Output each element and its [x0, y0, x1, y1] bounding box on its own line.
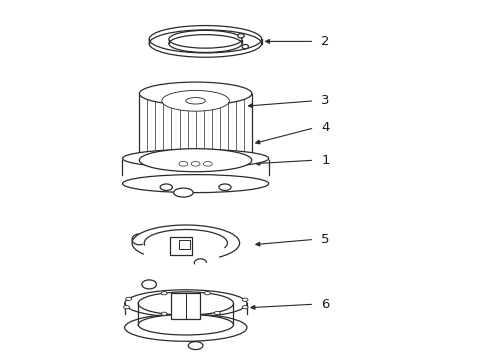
- Ellipse shape: [122, 175, 268, 193]
- Ellipse shape: [123, 306, 129, 309]
- Text: 1: 1: [321, 154, 329, 167]
- Text: 2: 2: [321, 35, 329, 48]
- Ellipse shape: [179, 161, 187, 166]
- Ellipse shape: [242, 298, 247, 301]
- Ellipse shape: [162, 90, 229, 111]
- Ellipse shape: [125, 297, 131, 301]
- Ellipse shape: [188, 342, 203, 350]
- Ellipse shape: [185, 98, 205, 104]
- FancyBboxPatch shape: [169, 237, 192, 255]
- Ellipse shape: [214, 311, 220, 315]
- Ellipse shape: [219, 184, 231, 190]
- Ellipse shape: [138, 292, 233, 315]
- Ellipse shape: [149, 30, 261, 57]
- Ellipse shape: [160, 184, 172, 190]
- Ellipse shape: [191, 161, 200, 166]
- Ellipse shape: [161, 292, 167, 295]
- Ellipse shape: [139, 149, 251, 172]
- Bar: [171, 293, 200, 319]
- Ellipse shape: [203, 161, 212, 166]
- Text: 6: 6: [321, 298, 329, 311]
- Ellipse shape: [142, 280, 156, 289]
- Text: 3: 3: [321, 94, 329, 107]
- Bar: [179, 240, 189, 249]
- Ellipse shape: [161, 312, 167, 315]
- Ellipse shape: [124, 314, 246, 341]
- Text: 4: 4: [321, 121, 329, 134]
- Ellipse shape: [237, 33, 244, 38]
- Ellipse shape: [242, 306, 247, 309]
- Ellipse shape: [139, 82, 251, 105]
- Ellipse shape: [204, 292, 210, 295]
- Ellipse shape: [122, 149, 268, 167]
- Ellipse shape: [168, 35, 242, 53]
- Ellipse shape: [242, 45, 248, 49]
- Text: 5: 5: [321, 233, 329, 246]
- Ellipse shape: [138, 315, 233, 335]
- Ellipse shape: [124, 290, 246, 317]
- Ellipse shape: [173, 188, 193, 197]
